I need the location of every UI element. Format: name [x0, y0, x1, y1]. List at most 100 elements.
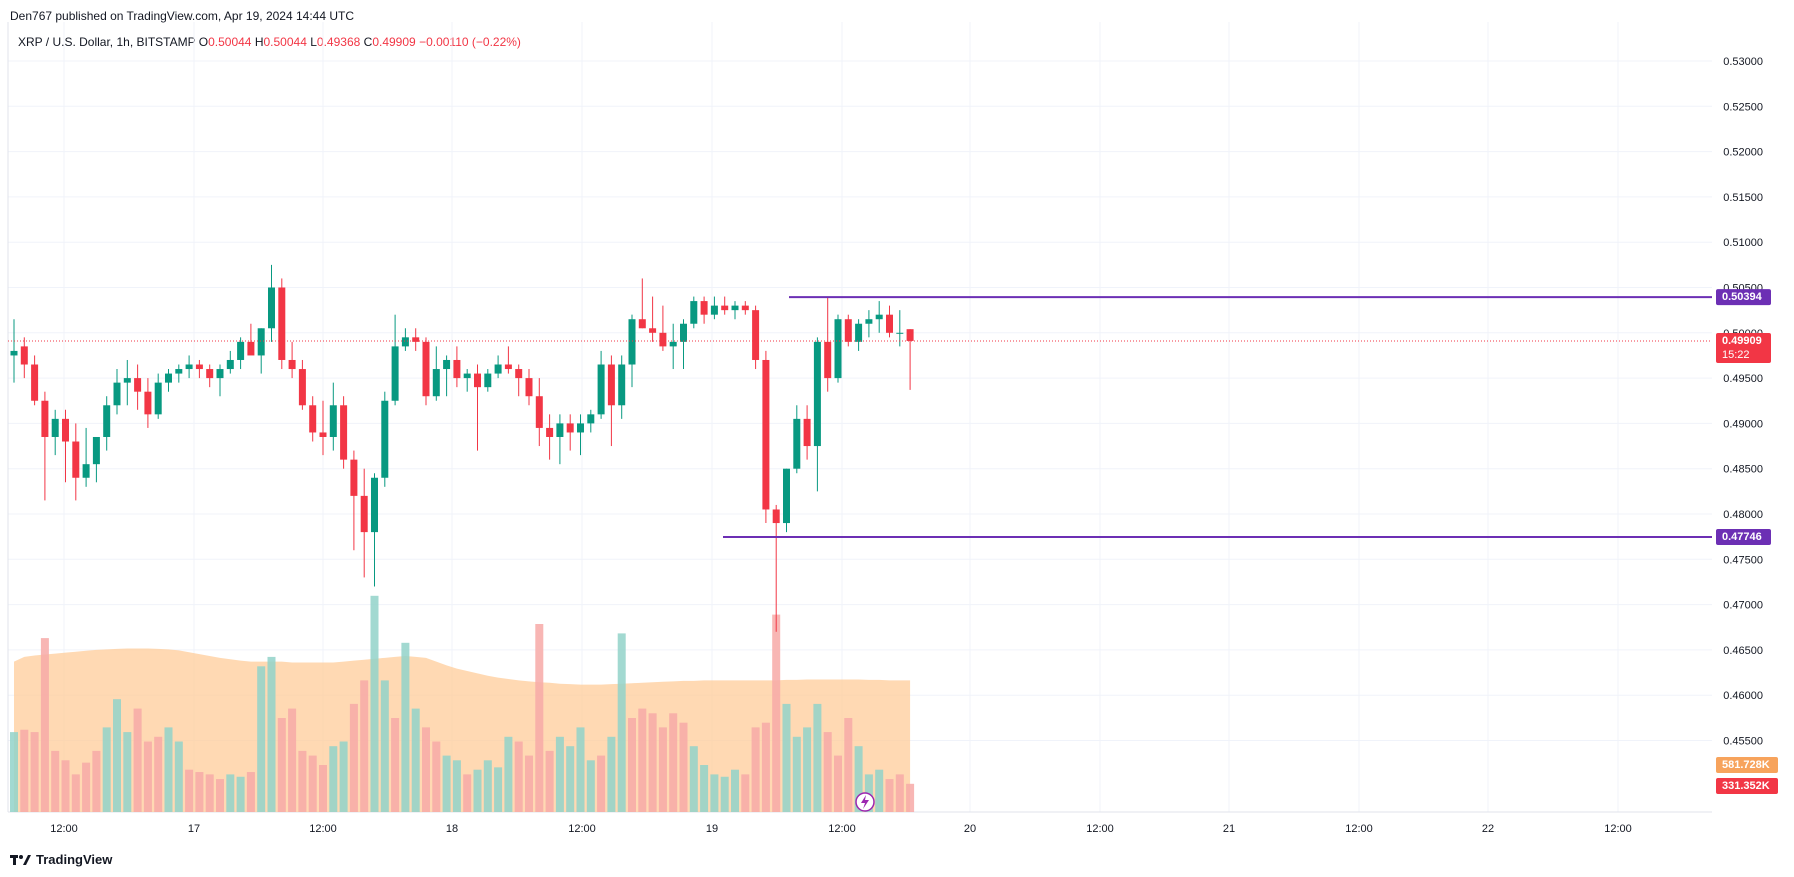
candle-body	[474, 373, 481, 388]
candle-body	[865, 319, 873, 324]
candle-body	[463, 373, 471, 379]
candle-body	[772, 509, 780, 524]
volume-bar	[452, 760, 461, 812]
volume-bar	[246, 772, 255, 812]
x-tick-label: 12:00	[568, 823, 596, 835]
candle-body	[690, 301, 698, 324]
candle	[618, 355, 626, 419]
candle	[628, 314, 636, 388]
candle-body	[680, 323, 687, 342]
volume-bar	[102, 727, 111, 812]
candle-body	[185, 364, 193, 370]
volume-bar	[545, 750, 554, 812]
candle-body	[669, 341, 677, 347]
candle	[515, 364, 523, 397]
resistance-price-badge-text: 0.50394	[1722, 291, 1763, 303]
x-tick-label: 19	[706, 823, 718, 835]
candle-body	[103, 405, 111, 437]
volume-bar	[566, 746, 575, 812]
volume-bar	[30, 732, 39, 812]
candle-body	[535, 396, 543, 428]
symbol-label[interactable]: XRP / U.S. Dollar, 1h, BITSTAMP	[18, 35, 196, 49]
candle-body	[453, 359, 461, 379]
candle	[154, 373, 162, 419]
volume-bar	[20, 729, 29, 812]
candle	[535, 378, 543, 447]
candle-body	[247, 341, 255, 356]
volume-bar	[875, 769, 884, 812]
candle-body	[82, 464, 90, 478]
candle	[546, 414, 554, 460]
volume-bar	[442, 755, 451, 812]
candle-body	[360, 495, 368, 533]
candle	[741, 301, 749, 315]
y-tick-label: 0.49500	[1723, 373, 1763, 385]
volume-bar	[514, 741, 523, 812]
candle-body	[525, 378, 533, 397]
candle-body	[886, 314, 893, 333]
y-tick-label: 0.46000	[1723, 690, 1763, 702]
candle-body	[41, 400, 49, 437]
x-tick-label: 18	[446, 823, 458, 835]
candle	[453, 346, 461, 388]
candle-body	[844, 319, 852, 342]
volume-bar	[823, 732, 832, 812]
candle	[10, 319, 18, 383]
candle-body	[195, 364, 203, 370]
candle-body	[834, 319, 842, 379]
candle-body	[741, 305, 749, 311]
candle-body	[587, 414, 595, 424]
volume-bar	[143, 741, 152, 812]
candle-body	[154, 382, 162, 415]
candle-body	[165, 373, 172, 383]
candle-body	[237, 341, 245, 360]
candle	[422, 337, 430, 406]
volume-bar	[463, 774, 472, 812]
candle-body	[649, 328, 657, 333]
candle-body	[906, 329, 914, 341]
volume-bar	[844, 718, 853, 812]
candle-body	[875, 314, 883, 320]
volume-bar	[174, 741, 183, 812]
candle-body	[92, 436, 100, 465]
candle-body	[721, 305, 729, 311]
volume-bar	[813, 703, 822, 812]
y-tick-label: 0.47500	[1723, 554, 1763, 566]
volume-bar	[123, 732, 132, 812]
x-tick-label: 21	[1223, 823, 1235, 835]
candle-body	[700, 301, 708, 315]
high-label: H	[254, 35, 264, 49]
candle	[257, 328, 265, 374]
volume-bar	[236, 776, 245, 812]
support-price-badge: 0.47746	[1716, 529, 1771, 546]
resistance-price-badge: 0.50394	[1716, 289, 1771, 306]
candle	[20, 337, 28, 379]
lightning-icon	[855, 792, 875, 812]
candle	[896, 310, 904, 347]
support-price-badge-bg	[1716, 529, 1771, 546]
volume-bar	[391, 718, 400, 812]
volume-bar	[257, 666, 266, 812]
candle	[319, 400, 327, 456]
candle	[504, 346, 512, 374]
candle	[803, 405, 811, 460]
x-tick-label: 17	[188, 823, 200, 835]
tradingview-footer: TradingView	[10, 852, 112, 867]
candle	[103, 396, 111, 451]
volume-bar	[731, 769, 739, 812]
x-tick-label: 12:00	[50, 823, 78, 835]
candle-body	[268, 287, 275, 329]
candle	[288, 341, 296, 379]
volume-bar	[586, 760, 595, 812]
volume-last-badge-text: 331.352K	[1722, 780, 1770, 792]
candle	[813, 337, 821, 492]
candle	[237, 337, 245, 370]
volume-bar	[267, 656, 276, 812]
close-value: 0.49909	[372, 35, 416, 49]
candle-body	[659, 332, 667, 347]
candle	[607, 355, 615, 447]
volume-bar	[40, 638, 49, 812]
candle	[752, 305, 760, 370]
candle	[381, 391, 389, 487]
